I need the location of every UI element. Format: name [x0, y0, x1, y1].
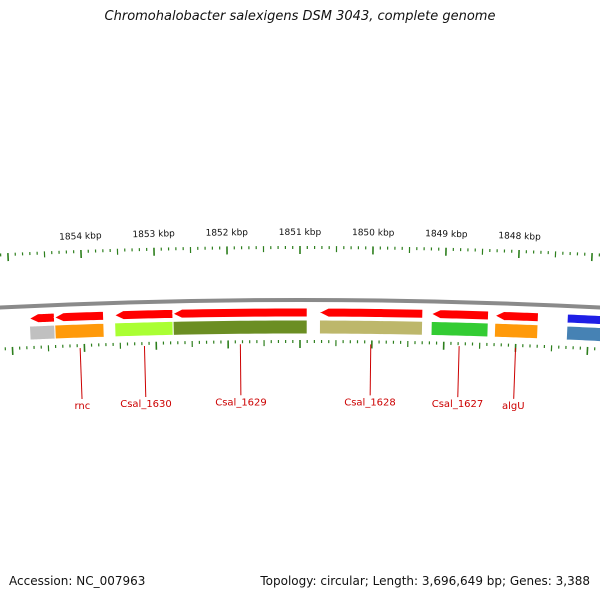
scale-label: 1852 kbp	[206, 228, 249, 239]
cog-band	[114, 320, 174, 338]
genome-backbone	[0, 297, 600, 310]
cog-band	[172, 319, 308, 336]
gene-csal1628[interactable]	[318, 307, 424, 319]
gene-label[interactable]: Csal_1627	[432, 399, 484, 410]
accession-text: Accession: NC_007963	[9, 574, 146, 588]
gene-label[interactable]: Csal_1628	[344, 397, 396, 408]
scale-label: 1849 kbp	[425, 229, 468, 240]
gene-right[interactable]	[566, 313, 600, 326]
cog-band	[493, 322, 539, 340]
gene-labels: rnc Csal_1630 Csal_1629 Csal_1628 Csal_1627 a…	[75, 344, 525, 412]
cog-band	[430, 320, 489, 338]
label-leader-line	[79, 348, 83, 400]
cog-band	[318, 319, 424, 336]
cog-band	[28, 324, 56, 341]
scale-label: 1851 kbp	[279, 228, 322, 238]
outer-tick-ring	[0, 246, 600, 262]
gene-track	[28, 307, 600, 326]
label-leader-line	[143, 346, 147, 398]
cog-band-track	[28, 319, 600, 343]
scale-label: 1850 kbp	[352, 228, 395, 239]
topology-text: Topology: circular; Length: 3,696,649 bp…	[260, 574, 590, 588]
cog-band	[54, 322, 105, 340]
gene-label[interactable]: algU	[502, 401, 525, 412]
gene-csal1627[interactable]	[430, 309, 490, 321]
gene-csal1630[interactable]	[113, 308, 174, 321]
gene-0[interactable]	[28, 312, 56, 324]
scale-label: 1854 kbp	[59, 231, 102, 243]
scale-label: 1853 kbp	[132, 229, 175, 240]
kbp-scale: 1854 kbp 1853 kbp 1852 kbp 1851 kbp 1850 kbp…	[59, 228, 541, 243]
cog-band	[565, 325, 600, 343]
gene-algu[interactable]	[493, 310, 540, 323]
label-leader-line	[239, 344, 242, 396]
map-title: Chromohalobacter salexigens DSM 3043, co…	[104, 9, 496, 24]
label-leader-line	[513, 347, 517, 399]
gene-csal1629[interactable]	[171, 307, 308, 319]
gene-rnc[interactable]	[53, 310, 105, 323]
label-leader-line	[457, 346, 460, 398]
gene-label[interactable]: Csal_1629	[215, 397, 267, 408]
gene-label[interactable]: Csal_1630	[120, 399, 172, 410]
gene-label[interactable]: rnc	[75, 401, 91, 412]
label-leader-line	[369, 344, 372, 396]
scale-label: 1848 kbp	[498, 231, 541, 243]
inner-tick-ring	[4, 340, 596, 355]
